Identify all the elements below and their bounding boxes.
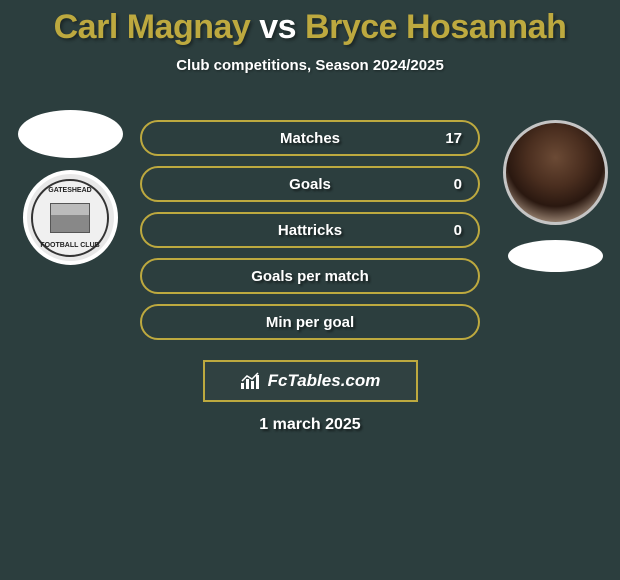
club-badge-inner: GATESHEAD FOOTBALL CLUB: [31, 179, 109, 257]
brand-chart-icon: [240, 372, 262, 390]
stat-row-matches: Matches 17: [140, 120, 480, 156]
club-name-top: GATESHEAD: [48, 187, 91, 194]
footer: FcTables.com 1 march 2025: [0, 352, 620, 434]
player1-name: Carl Magnay: [54, 8, 251, 46]
brand-text: FcTables.com: [268, 371, 381, 391]
stat-label: Hattricks: [278, 222, 342, 239]
left-player-column: GATESHEAD FOOTBALL CLUB: [10, 110, 130, 265]
comparison-title: Carl Magnay vs Bryce Hosannah: [0, 0, 620, 47]
stat-row-goals: Goals 0: [140, 166, 480, 202]
stat-label: Goals: [289, 176, 331, 193]
stat-row-gpm: Goals per match: [140, 258, 480, 294]
stat-value-right: 0: [454, 176, 462, 193]
player1-photo-placeholder: [18, 110, 123, 158]
stats-container: Matches 17 Goals 0 Hattricks 0 Goals per…: [140, 120, 480, 350]
stat-value-right: 17: [445, 130, 462, 147]
club-badge-graphic: [50, 203, 90, 233]
stat-label: Matches: [280, 130, 340, 147]
brand-box: FcTables.com: [203, 360, 418, 402]
date-text: 1 march 2025: [0, 416, 620, 434]
subtitle: Club competitions, Season 2024/2025: [0, 57, 620, 74]
stat-value-right: 0: [454, 222, 462, 239]
stat-row-mpg: Min per goal: [140, 304, 480, 340]
stat-label: Min per goal: [266, 314, 354, 331]
vs-text: vs: [259, 8, 296, 46]
player2-club-placeholder: [508, 240, 603, 272]
player2-photo: [503, 120, 608, 225]
right-player-column: [500, 120, 610, 272]
stat-label: Goals per match: [251, 268, 369, 285]
player1-club-badge: GATESHEAD FOOTBALL CLUB: [23, 170, 118, 265]
club-name-bottom: FOOTBALL CLUB: [40, 242, 99, 249]
stat-row-hattricks: Hattricks 0: [140, 212, 480, 248]
player2-name: Bryce Hosannah: [305, 8, 566, 46]
